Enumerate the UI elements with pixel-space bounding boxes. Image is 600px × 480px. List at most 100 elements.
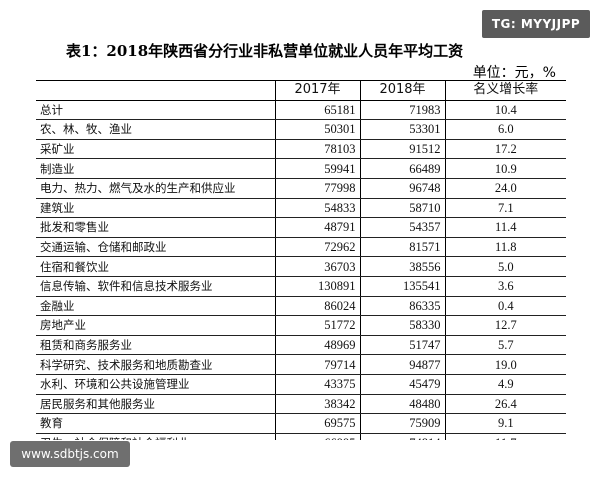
value-2017-cell: 50301: [274, 119, 360, 140]
value-2017-cell: 54833: [274, 198, 360, 219]
industry-cell: 建筑业: [36, 198, 275, 219]
value-2017-cell: 65181: [274, 100, 360, 121]
value-2018-cell: 75909: [359, 413, 445, 434]
value-2018-cell: 58330: [359, 315, 445, 336]
industry-cell: 水利、环境和公共设施管理业: [36, 374, 275, 395]
growth-rate-cell: 3.6: [444, 276, 566, 297]
value-2017-cell: 36703: [274, 256, 360, 277]
industry-cell: 金融业: [36, 296, 275, 317]
growth-rate-cell: 4.9: [444, 374, 566, 395]
growth-rate-cell: 10.9: [444, 158, 566, 179]
header-2017: 2017年: [274, 80, 360, 101]
industry-cell: 采矿业: [36, 139, 275, 160]
value-2017-cell: 51772: [274, 315, 360, 336]
table-row: 租赁和商务服务业 48969 51747 5.7: [36, 335, 566, 356]
growth-rate-cell: 10.4: [444, 100, 566, 121]
growth-rate-cell: 11.4: [444, 217, 566, 238]
value-2017-cell: 130891: [274, 276, 360, 297]
growth-rate-cell: 24.0: [444, 178, 566, 199]
table-row: 住宿和餐饮业 36703 38556 5.0: [36, 256, 566, 277]
table-row: 教育 69575 75909 9.1: [36, 413, 566, 434]
value-2018-cell: 54357: [359, 217, 445, 238]
table-row: 建筑业 54833 58710 7.1: [36, 198, 566, 219]
value-2018-cell: 38556: [359, 256, 445, 277]
value-2018-cell: 135541: [359, 276, 445, 297]
industry-cell: 住宿和餐饮业: [36, 256, 275, 277]
growth-rate-cell: 9.1: [444, 413, 566, 434]
industry-cell: 租赁和商务服务业: [36, 335, 275, 356]
wage-table: 2017年 2018年 名义增长率 总计 65181 71983 10.4 农、林、牧、…: [36, 80, 566, 440]
table-row: 采矿业 78103 91512 17.2: [36, 139, 566, 160]
industry-cell: 教育: [36, 413, 275, 434]
value-2018-cell: 45479: [359, 374, 445, 395]
table-row: 居民服务和其他服务业 38342 48480 26.4: [36, 394, 566, 415]
industry-cell: 电力、热力、燃气及水的生产和供应业: [36, 178, 275, 199]
table-row: 总计 65181 71983 10.4: [36, 100, 566, 121]
value-2017-cell: 79714: [274, 354, 360, 375]
industry-cell: 信息传输、软件和信息技术服务业: [36, 276, 275, 297]
value-2017-cell: 86024: [274, 296, 360, 317]
industry-cell: 房地产业: [36, 315, 275, 336]
value-2018-cell: 74814: [359, 433, 445, 440]
table-row: 批发和零售业 48791 54357 11.4: [36, 217, 566, 238]
growth-rate-cell: 11.8: [444, 237, 566, 258]
unit-note: 单位：元，%: [472, 65, 556, 81]
value-2018-cell: 48480: [359, 394, 445, 415]
site-watermark: www.sdbtjs.com: [10, 441, 130, 467]
table-row: 信息传输、软件和信息技术服务业 130891 135541 3.6: [36, 276, 566, 297]
value-2017-cell: 69575: [274, 413, 360, 434]
value-2017-cell: 78103: [274, 139, 360, 160]
table-title: 表1：2018年陕西省分行业非私营单位就业人员年平均工资: [66, 42, 464, 60]
table-row: 水利、环境和公共设施管理业 43375 45479 4.9: [36, 374, 566, 395]
industry-cell: 居民服务和其他服务业: [36, 394, 275, 415]
growth-rate-cell: 6.0: [444, 119, 566, 140]
table-row: 制造业 59941 66489 10.9: [36, 158, 566, 179]
table-row: 金融业 86024 86335 0.4: [36, 296, 566, 317]
industry-cell: 总计: [36, 100, 275, 121]
industry-cell: 交通运输、仓储和邮政业: [36, 237, 275, 258]
growth-rate-cell: 26.4: [444, 394, 566, 415]
header-industry: [36, 80, 275, 101]
value-2018-cell: 94877: [359, 354, 445, 375]
growth-rate-cell: 0.4: [444, 296, 566, 317]
value-2018-cell: 86335: [359, 296, 445, 317]
value-2017-cell: 59941: [274, 158, 360, 179]
header-2018: 2018年: [359, 80, 445, 101]
industry-cell: 制造业: [36, 158, 275, 179]
table-row: 电力、热力、燃气及水的生产和供应业 77998 96748 24.0: [36, 178, 566, 199]
value-2018-cell: 58710: [359, 198, 445, 219]
value-2017-cell: 66995: [274, 433, 360, 440]
value-2017-cell: 72962: [274, 237, 360, 258]
growth-rate-cell: 17.2: [444, 139, 566, 160]
value-2017-cell: 38342: [274, 394, 360, 415]
value-2017-cell: 43375: [274, 374, 360, 395]
value-2018-cell: 91512: [359, 139, 445, 160]
header-growth: 名义增长率: [444, 80, 566, 101]
growth-rate-cell: 19.0: [444, 354, 566, 375]
growth-rate-cell: 5.7: [444, 335, 566, 356]
growth-rate-cell: 11.7: [444, 433, 566, 440]
industry-cell: 科学研究、技术服务和地质勘查业: [36, 354, 275, 375]
table-row: 科学研究、技术服务和地质勘查业 79714 94877 19.0: [36, 354, 566, 375]
value-2018-cell: 81571: [359, 237, 445, 258]
value-2018-cell: 53301: [359, 119, 445, 140]
table-row: 房地产业 51772 58330 12.7: [36, 315, 566, 336]
growth-rate-cell: 5.0: [444, 256, 566, 277]
industry-cell: 农、林、牧、渔业: [36, 119, 275, 140]
value-2018-cell: 71983: [359, 100, 445, 121]
value-2018-cell: 66489: [359, 158, 445, 179]
channel-badge: TG: MYYJJPP: [482, 10, 590, 38]
table-row: 交通运输、仓储和邮政业 72962 81571 11.8: [36, 237, 566, 258]
table-body: 总计 65181 71983 10.4 农、林、牧、渔业 50301 53301 6.0 采矿业…: [36, 100, 566, 440]
value-2018-cell: 51747: [359, 335, 445, 356]
value-2017-cell: 48969: [274, 335, 360, 356]
table-row: 农、林、牧、渔业 50301 53301 6.0: [36, 119, 566, 140]
industry-cell: 卫生、社会保障和社会福利业: [36, 433, 275, 440]
table-header-row: 2017年 2018年 名义增长率: [36, 80, 566, 101]
growth-rate-cell: 12.7: [444, 315, 566, 336]
value-2018-cell: 96748: [359, 178, 445, 199]
growth-rate-cell: 7.1: [444, 198, 566, 219]
wage-table-container: 2017年 2018年 名义增长率 总计 65181 71983 10.4 农、林、牧、…: [36, 80, 566, 440]
value-2017-cell: 48791: [274, 217, 360, 238]
industry-cell: 批发和零售业: [36, 217, 275, 238]
